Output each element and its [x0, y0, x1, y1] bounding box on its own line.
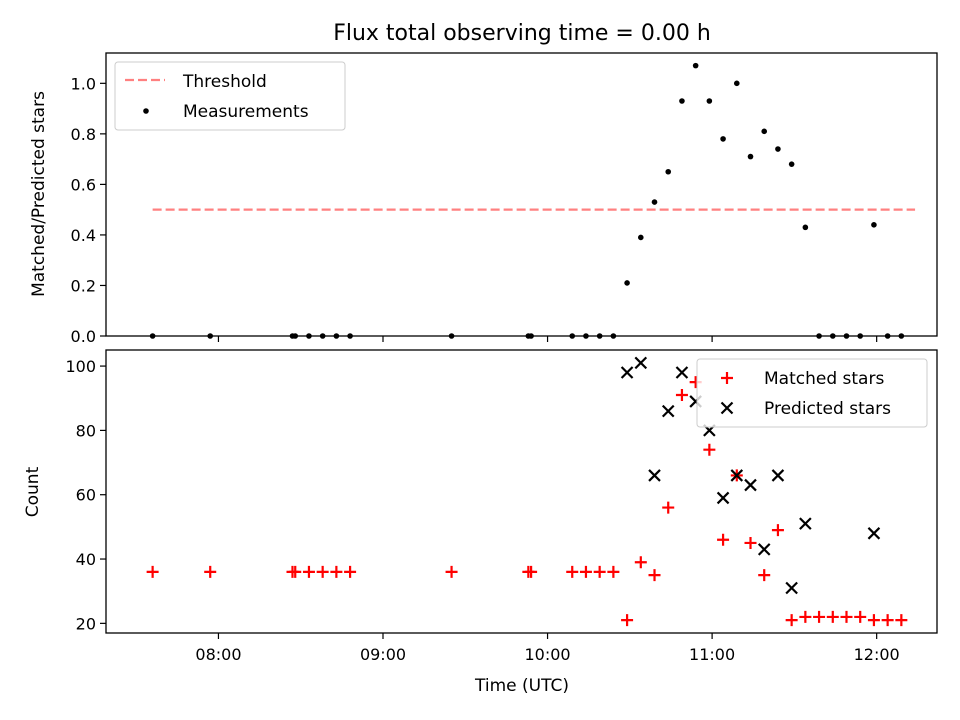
top-y-tick-label: 0.2	[71, 276, 96, 295]
predicted-star-point	[730, 469, 744, 482]
legend-matched-label: Matched stars	[764, 369, 884, 389]
predicted-star-point	[620, 366, 634, 379]
matched-star-point	[799, 610, 812, 623]
legend-measurements-swatch	[143, 108, 149, 114]
matched-star-point	[525, 565, 538, 578]
measurement-point	[733, 80, 740, 87]
legend-predicted-swatch	[720, 401, 734, 415]
predicted-star-point	[648, 469, 661, 482]
matched-star-point	[445, 565, 458, 578]
bottom-y-tick-label: 60	[76, 486, 96, 505]
matched-star-point	[607, 565, 620, 578]
matched-star-point	[771, 524, 784, 537]
matched-star-point	[302, 565, 315, 578]
measurement-point	[747, 153, 754, 160]
x-tick-label: 09:00	[360, 645, 406, 664]
matched-star-point	[579, 565, 592, 578]
bottom-legend: Matched stars Predicted stars	[696, 358, 928, 428]
x-tick-label: 12:00	[854, 645, 900, 664]
predicted-star-point	[675, 366, 689, 379]
matched-star-point	[289, 565, 302, 578]
measurement-point	[692, 62, 699, 69]
bottom-y-tick-label: 40	[76, 550, 96, 569]
matched-star-point	[703, 443, 716, 456]
matched-star-point	[854, 610, 867, 623]
measurement-point	[802, 224, 809, 231]
measurement-point	[871, 222, 877, 228]
matched-star-point	[675, 389, 688, 402]
x-tick-label: 11:00	[689, 645, 735, 664]
measurement-point	[706, 98, 713, 104]
matched-star-point	[634, 556, 647, 569]
measurement-point	[638, 234, 644, 241]
bottom-plot: 20 40 60 80 100 08:00 09:00 10:00 11:00 12:00 Matc…	[65, 349, 938, 664]
predicted-star-point	[634, 356, 648, 370]
matched-star-point	[758, 569, 771, 582]
top-legend-box	[114, 61, 346, 131]
measurement-point	[679, 98, 685, 104]
predicted-star-point	[757, 543, 771, 556]
matched-star-point	[785, 614, 798, 627]
matched-star-point	[330, 565, 343, 578]
matched-star-point	[744, 536, 757, 549]
predicted-star-point	[771, 469, 785, 482]
matched-star-point	[648, 569, 661, 582]
matched-star-point	[662, 501, 675, 514]
legend-threshold-label: Threshold	[182, 72, 267, 92]
measurement-point	[761, 128, 768, 135]
matched-star-point	[867, 614, 880, 627]
measurement-point	[651, 199, 658, 205]
predicted-star-point	[785, 581, 798, 595]
predicted-star-point	[799, 517, 812, 530]
bottom-y-axis-label: Count	[23, 466, 43, 517]
x-axis-label: Time (UTC)	[474, 676, 569, 696]
bottom-plot-frame	[105, 349, 938, 634]
matched-star-point	[146, 565, 159, 578]
top-y-tick-label: 0.4	[71, 226, 96, 245]
measurement-point	[665, 168, 672, 175]
measurement-point	[788, 161, 795, 167]
legend-matched-swatch	[721, 372, 733, 384]
top-y-tick-label: 1.0	[71, 74, 96, 93]
measurement-point	[624, 280, 630, 286]
predicted-star-point	[716, 491, 730, 505]
bottom-y-tick-label: 20	[76, 614, 96, 633]
top-plot-frame	[105, 52, 938, 337]
bottom-y-tick-label: 100	[65, 357, 96, 376]
matched-star-point	[813, 610, 826, 623]
top-y-tick-label: 0.6	[71, 175, 96, 194]
top-y-tick-label: 0.8	[71, 125, 96, 144]
predicted-star-point	[744, 478, 757, 492]
matched-star-point	[344, 565, 357, 578]
matched-star-point	[717, 533, 730, 546]
matched-star-point	[881, 614, 894, 627]
measurement-point	[775, 146, 781, 152]
matched-star-point	[840, 610, 853, 623]
x-tick-label: 10:00	[524, 645, 570, 664]
matched-star-point	[895, 614, 908, 627]
matched-star-point	[826, 610, 839, 623]
predicted-star-point	[867, 527, 881, 540]
top-y-tick-label: 0.0	[71, 327, 96, 346]
top-legend: Threshold Measurements	[114, 61, 346, 131]
predicted-star-point	[661, 404, 675, 418]
matched-star-point	[316, 565, 329, 578]
bottom-legend-box	[696, 358, 928, 428]
legend-predicted-label: Predicted stars	[764, 399, 891, 419]
matched-star-point	[593, 565, 606, 578]
legend-measurements-label: Measurements	[183, 102, 309, 122]
matched-star-point	[621, 614, 634, 627]
bottom-y-tick-label: 80	[76, 421, 96, 440]
matched-star-point	[566, 565, 579, 578]
top-y-axis-label: Matched/Predicted stars	[29, 91, 49, 297]
x-tick-label: 08:00	[195, 645, 241, 664]
chart-title: Flux total observing time = 0.00 h	[333, 21, 711, 46]
top-plot: 0.0 0.2 0.4 0.6 0.8 1.0 Threshold Measurements	[71, 52, 938, 346]
matched-star-point	[204, 565, 217, 578]
measurement-point	[720, 136, 726, 142]
